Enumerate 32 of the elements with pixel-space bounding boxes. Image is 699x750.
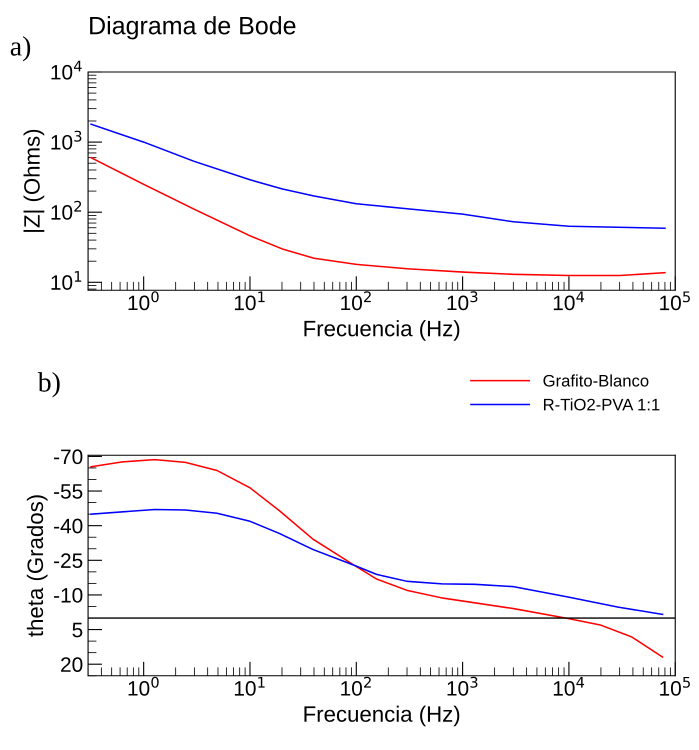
- y-tick-label: 10$^{3}$: [51, 130, 82, 150]
- text: b): [38, 372, 60, 398]
- y-tick-label: 20: [61, 657, 82, 672]
- y-tick-label: 5: [72, 622, 82, 638]
- legend-label: Grafito-Blanco: [543, 374, 648, 387]
- y-tick-label: -10: [54, 588, 82, 603]
- x-axis-title: Frecuencia (Hz): [304, 320, 460, 341]
- y-tick-label: -55: [54, 484, 82, 499]
- chart-title: Diagrama de Bode: [90, 16, 296, 40]
- x-tick-label: 10$^{1}$: [234, 291, 265, 310]
- x-tick-label: 10$^{2}$: [341, 676, 371, 696]
- y-tick-label: 10$^{2}$: [51, 200, 82, 220]
- y-tick-label: -40: [54, 518, 82, 534]
- x-tick-label: 10$^{5}$: [660, 291, 690, 310]
- y-tick-label: 10$^{4}$: [51, 60, 82, 80]
- x-tick-label: 10$^{0}$: [128, 676, 159, 696]
- y-tick-label: -70: [54, 449, 82, 464]
- y-axis-title: |Z| (Ohms): [24, 130, 44, 232]
- x-tick-label: 10$^{4}$: [554, 676, 584, 696]
- legend-label: R-TiO2-PVA 1:1: [544, 398, 660, 410]
- x-tick-label: 10$^{4}$: [554, 291, 584, 310]
- x-tick-label: 10$^{1}$: [234, 676, 265, 696]
- text: a): [10, 36, 30, 62]
- x-tick-label: 10$^{3}$: [448, 676, 478, 696]
- y-axis-title: theta (Grados): [26, 495, 48, 637]
- x-tick-label: 10$^{0}$: [128, 291, 159, 310]
- x-tick-label: 10$^{5}$: [660, 676, 690, 696]
- y-tick-label: 10$^{1}$: [51, 271, 82, 290]
- y-tick-label: -25: [54, 553, 82, 568]
- x-axis-title: Frecuencia (Hz): [304, 706, 460, 726]
- x-tick-label: 10$^{2}$: [341, 291, 371, 310]
- x-tick-label: 10$^{3}$: [448, 291, 478, 310]
